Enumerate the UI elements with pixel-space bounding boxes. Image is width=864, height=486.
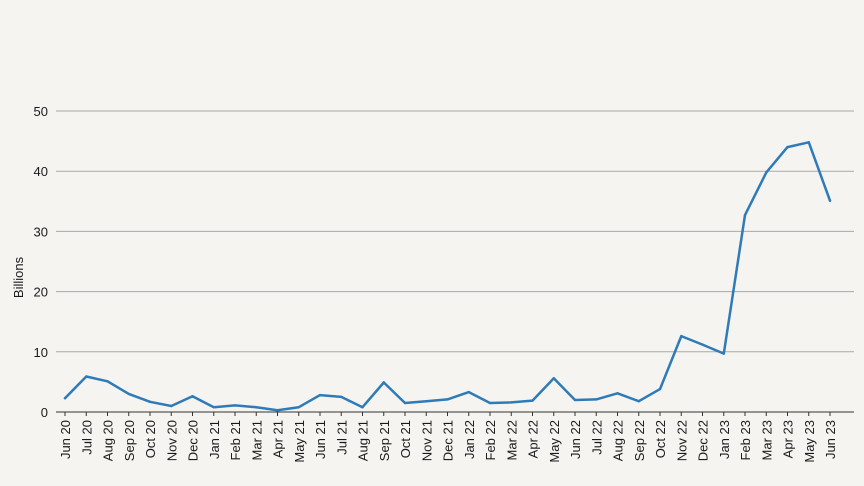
y-tick-label: 20 (34, 285, 48, 300)
x-tick-label: Sep 21 (377, 420, 392, 461)
data-point (658, 387, 662, 391)
data-point (552, 377, 555, 380)
x-tick-label: Feb 21 (228, 420, 243, 460)
series (63, 141, 832, 412)
x-tick-label: Sep 22 (632, 420, 647, 461)
y-tick-label: 10 (34, 345, 48, 360)
x-tick-label: Jan 21 (207, 420, 222, 459)
x-tick-label: May 21 (292, 420, 307, 463)
x-tick-label: Mar 23 (759, 420, 774, 460)
data-point (680, 334, 683, 338)
x-tick-label: Oct 21 (398, 420, 413, 458)
data-point (616, 392, 619, 395)
data-point (191, 395, 194, 398)
y-axis-ticks: 0 10 20 30 40 50 (34, 104, 48, 420)
x-tick-label: Nov 20 (164, 420, 179, 461)
data-point (446, 398, 449, 401)
data-point (106, 380, 109, 383)
x-tick-label: May 22 (547, 420, 562, 463)
data-point (573, 398, 577, 402)
x-tick-label: Feb 22 (483, 420, 498, 460)
data-point (488, 401, 492, 405)
x-tick-label: Jun 22 (568, 420, 583, 459)
data-point (382, 381, 385, 384)
x-tick-label: Jun 23 (823, 420, 838, 459)
x-tick-label: Aug 20 (101, 420, 116, 461)
x-tick-label: Jun 20 (58, 420, 73, 459)
data-point (595, 398, 598, 401)
data-point (297, 406, 300, 409)
x-tick-label: Nov 21 (419, 420, 434, 461)
data-point (318, 393, 322, 397)
x-tick-label: Dec 20 (186, 420, 201, 461)
y-tick-label: 50 (34, 104, 48, 119)
data-point (765, 171, 768, 174)
x-tick-label: Aug 21 (356, 420, 371, 461)
series-line (63, 141, 832, 412)
x-tick-label: May 23 (802, 420, 817, 463)
y-axis-title: Billions (11, 256, 26, 298)
data-point (255, 406, 258, 409)
data-point (63, 397, 67, 400)
x-tick-label: Dec 22 (696, 420, 711, 461)
x-tick-label: Jul 20 (79, 420, 94, 455)
y-tick-label: 40 (34, 164, 48, 179)
data-point (786, 145, 789, 149)
data-point (467, 390, 470, 394)
data-point (722, 352, 725, 355)
x-tick-label: Jan 22 (462, 420, 477, 459)
data-point (212, 406, 215, 409)
data-point (701, 343, 704, 346)
x-tick-label: Nov 22 (674, 420, 689, 461)
data-point (340, 395, 343, 399)
x-tick-label: Apr 21 (271, 420, 286, 458)
data-point (148, 400, 152, 403)
x-tick-label: Oct 22 (653, 420, 668, 458)
y-tick-label: 0 (41, 405, 48, 420)
data-point (170, 404, 173, 408)
data-point (743, 213, 747, 217)
data-point (807, 141, 810, 144)
data-point (828, 199, 832, 202)
y-tick-label: 30 (34, 224, 48, 239)
x-tick-label: Apr 23 (781, 420, 796, 458)
data-point (361, 406, 364, 409)
data-point (85, 375, 88, 378)
x-tick-label: Dec 21 (441, 420, 456, 461)
gridlines (56, 110, 854, 353)
x-tick-label: Feb 23 (738, 420, 753, 460)
x-tick-label: Mar 21 (249, 420, 264, 460)
x-axis-ticks: Jun 20 Jul 20 Aug 20 Sep 20 Oct 20 Nov 20 Dec … (58, 412, 838, 463)
data-point (531, 399, 534, 402)
x-tick-label: Aug 22 (611, 420, 626, 461)
x-tick-label: Oct 20 (143, 420, 158, 458)
x-tick-label: Mar 22 (504, 420, 519, 460)
x-tick-label: Jul 21 (334, 420, 349, 455)
data-point (276, 409, 279, 412)
x-tick-label: Sep 20 (122, 420, 137, 461)
x-tick-label: Jul 22 (589, 420, 604, 455)
data-point (425, 400, 428, 403)
x-tick-label: Apr 22 (526, 420, 541, 458)
x-tick-label: Jan 23 (717, 420, 732, 459)
data-point (403, 401, 407, 405)
data-point (127, 392, 130, 396)
data-point (637, 400, 640, 403)
data-point (233, 404, 237, 407)
data-point (510, 401, 513, 404)
x-tick-label: Jun 21 (313, 420, 328, 459)
